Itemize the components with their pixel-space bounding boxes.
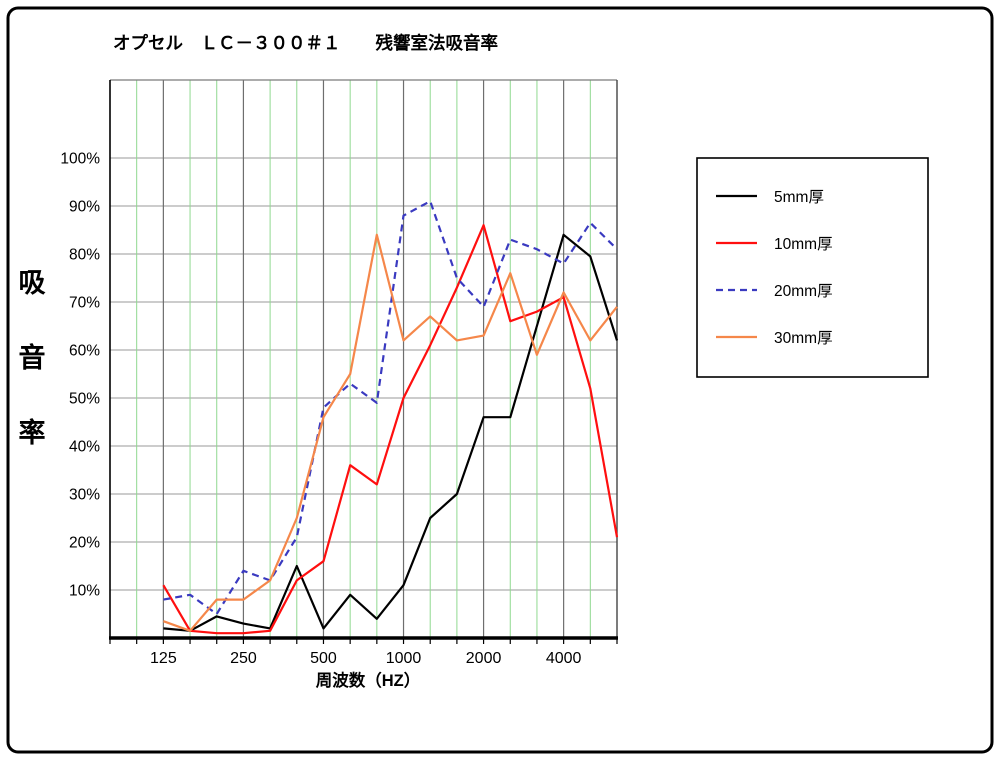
y-tick-label: 60% xyxy=(69,343,100,360)
y-axis-title-char: 率 xyxy=(19,417,46,448)
x-tick-label: 250 xyxy=(230,650,257,667)
y-axis-title: 吸音率 xyxy=(19,268,46,448)
y-tick-label: 50% xyxy=(69,391,100,408)
series-line-30mm厚 xyxy=(163,233,618,632)
x-axis-title: 周波数（HZ） xyxy=(316,670,421,690)
y-tick-label: 20% xyxy=(69,535,100,552)
legend: 5mm厚 10mm厚 20mm厚 30mm厚 xyxy=(696,157,929,378)
legend-label: 30mm厚 xyxy=(774,330,833,347)
x-tick-label: 4000 xyxy=(546,650,582,667)
legend-item-5mm厚: 5mm厚 xyxy=(716,189,824,206)
series-line-20mm厚 xyxy=(163,200,618,616)
plot-area xyxy=(109,79,618,640)
y-tick-label: 40% xyxy=(69,439,100,456)
y-axis-title-char: 音 xyxy=(19,342,46,373)
y-tick-label: 90% xyxy=(69,199,100,216)
legend-item-30mm厚: 30mm厚 xyxy=(716,330,833,347)
sheet-border xyxy=(6,6,994,754)
legend-item-10mm厚: 10mm厚 xyxy=(716,236,833,253)
legend-label: 5mm厚 xyxy=(774,189,824,206)
y-tick-label: 10% xyxy=(69,583,100,600)
y-axis-title-char: 吸 xyxy=(19,268,46,298)
x-tick-label: 1000 xyxy=(386,650,422,667)
x-tick-label: 2000 xyxy=(466,650,502,667)
legend-item-20mm厚: 20mm厚 xyxy=(716,283,833,300)
y-tick-label: 30% xyxy=(69,487,100,504)
legend-box xyxy=(696,157,929,378)
y-tick-label: 100% xyxy=(60,151,100,168)
legend-label: 20mm厚 xyxy=(774,283,833,300)
y-tick-label: 70% xyxy=(69,295,100,312)
chart-title: オプセル ＬＣ－３００＃１ 残響室法吸音率 xyxy=(113,33,498,53)
legend-label: 10mm厚 xyxy=(774,236,833,253)
x-tick-label: 500 xyxy=(310,650,337,667)
series-line-10mm厚 xyxy=(162,224,619,635)
x-tick-label: 125 xyxy=(150,650,177,667)
y-tick-label: 80% xyxy=(69,247,100,264)
series-line-5mm厚 xyxy=(163,233,619,632)
